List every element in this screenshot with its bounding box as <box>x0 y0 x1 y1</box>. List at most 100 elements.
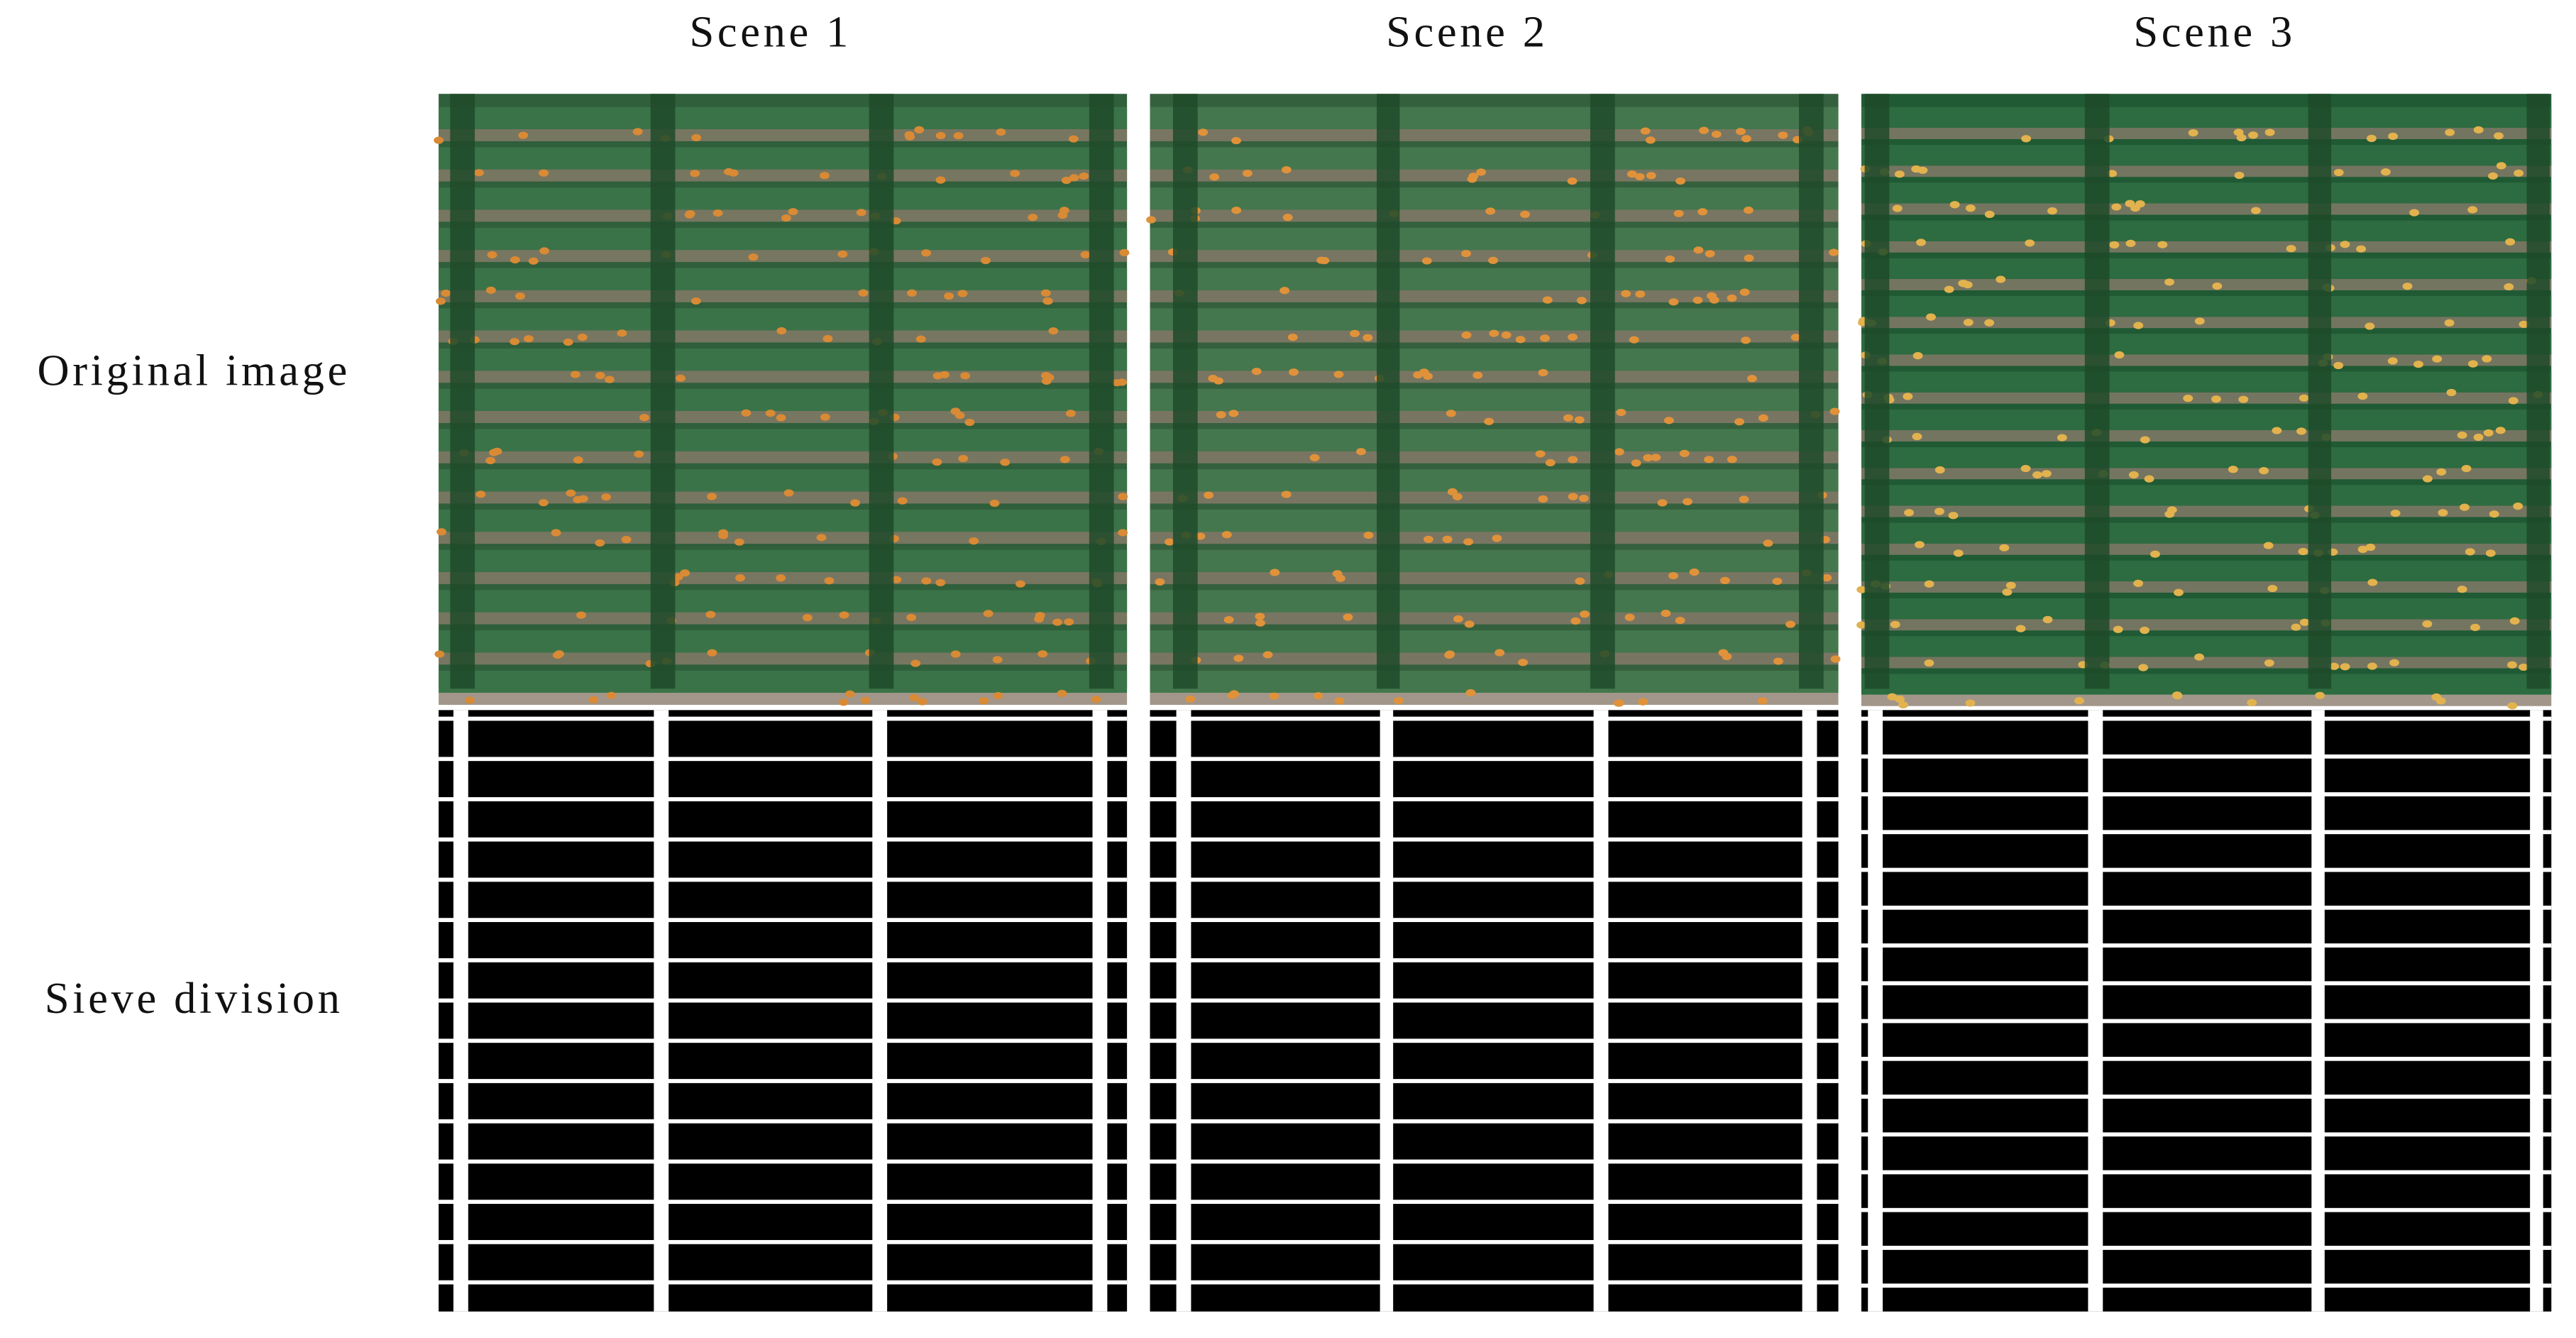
mask-line <box>1150 998 1839 1003</box>
grain <box>1146 216 1157 224</box>
mask-line <box>1861 1283 2552 1288</box>
grain <box>2340 663 2350 671</box>
grain <box>765 410 776 417</box>
grain <box>1578 494 1589 503</box>
sieve-rail <box>450 94 475 689</box>
sieve-slat <box>1150 106 1839 129</box>
grain <box>2299 394 2309 402</box>
grain <box>839 611 849 619</box>
grain <box>2025 239 2035 247</box>
grain <box>2340 241 2350 248</box>
grain <box>1452 493 1463 500</box>
grain <box>1112 379 1122 387</box>
grain <box>1689 568 1700 576</box>
grain <box>2488 172 2498 180</box>
sieve-gap <box>1861 165 2552 177</box>
grain <box>1894 170 1905 178</box>
grain <box>964 418 975 427</box>
column-label: Scene 1 <box>689 7 852 57</box>
grain <box>2107 170 2118 177</box>
sieve-slat <box>1150 509 1839 532</box>
panels <box>434 94 2552 1312</box>
mask-line <box>1150 837 1839 842</box>
grain <box>1520 210 1530 219</box>
mask-gap <box>2311 710 2325 1312</box>
grain <box>2188 129 2198 137</box>
mask-line <box>1861 1095 2552 1099</box>
grain <box>1228 410 1239 417</box>
grain <box>1446 410 1456 417</box>
grain <box>1629 336 1639 344</box>
grain <box>1822 574 1832 582</box>
sieve-gap <box>439 451 1128 464</box>
grain <box>910 659 921 667</box>
mask-line <box>1861 981 2552 986</box>
sieve-slat <box>1150 268 1839 290</box>
grain <box>1790 334 1801 341</box>
grain <box>1488 256 1499 264</box>
grain <box>989 499 1000 508</box>
grain <box>748 253 759 261</box>
grain <box>2005 581 2016 589</box>
grain <box>2236 133 2247 142</box>
grain <box>2357 393 2368 400</box>
grain <box>897 497 908 505</box>
grain <box>1668 571 1678 580</box>
grain <box>1663 417 1674 424</box>
grain <box>684 211 695 219</box>
grain <box>1195 532 1206 540</box>
grain <box>950 650 961 658</box>
grain <box>1895 695 1905 703</box>
grain <box>1903 393 1913 400</box>
sieve-rail <box>1089 94 1114 689</box>
grain <box>604 375 615 383</box>
mask-background <box>1150 710 1839 1312</box>
mask-line <box>439 1280 1128 1285</box>
sieve-gap <box>1150 371 1839 383</box>
sieve-slat <box>439 509 1128 532</box>
grain <box>1959 280 1969 287</box>
grain <box>1924 659 1934 667</box>
mask-line <box>1861 1056 2552 1061</box>
grain <box>932 458 942 466</box>
sieve-rail <box>1798 94 1824 689</box>
mask-line <box>1861 716 2552 721</box>
grain <box>932 372 943 380</box>
grain <box>1421 257 1432 265</box>
grain <box>2485 549 2496 557</box>
sieve-gap <box>439 128 1128 141</box>
mask-gap <box>1176 710 1191 1312</box>
grain <box>1118 529 1128 537</box>
grain <box>712 209 723 217</box>
grain <box>2164 510 2175 518</box>
grain <box>1568 456 1578 464</box>
grain <box>2389 659 2399 667</box>
grain <box>2367 662 2377 670</box>
grain <box>566 489 576 497</box>
mask-line <box>439 1038 1128 1043</box>
grain <box>1673 209 1684 217</box>
grain <box>2157 241 2168 248</box>
mask-line <box>439 1239 1128 1244</box>
grain <box>1574 416 1585 424</box>
grain <box>1069 174 1079 182</box>
sieve-gap <box>1861 317 2552 329</box>
grain <box>2422 475 2433 483</box>
grain <box>904 131 915 139</box>
grain <box>2436 468 2447 476</box>
grain <box>2259 467 2269 475</box>
grain <box>1965 699 1976 707</box>
grain <box>1996 275 2006 283</box>
grain <box>776 574 786 582</box>
mask-line <box>1861 905 2552 910</box>
grain <box>1965 204 1976 212</box>
grain <box>1356 448 1366 456</box>
grain <box>1538 368 1548 377</box>
grain <box>935 131 946 140</box>
grain <box>2144 475 2154 483</box>
sieve-gap <box>1861 392 2552 404</box>
grain <box>2041 470 2052 478</box>
grain <box>2128 471 2139 479</box>
grain <box>2298 547 2308 556</box>
